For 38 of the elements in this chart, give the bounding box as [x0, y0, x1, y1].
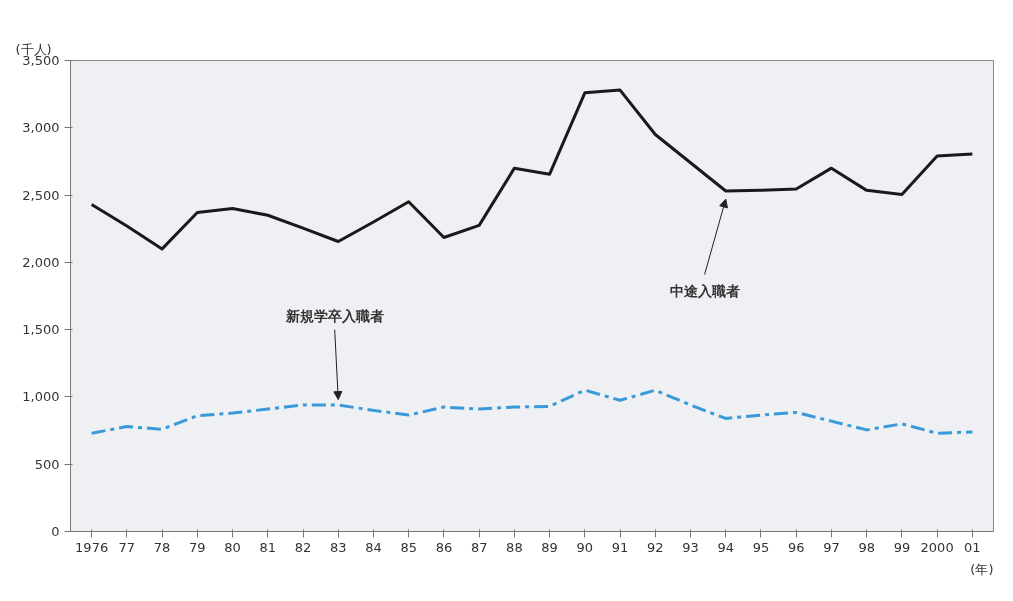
annotation: 新規学卒入職者 [284, 308, 384, 325]
x-tick-label: 81 [259, 539, 277, 555]
line-series [90, 88, 974, 251]
x-tick-label: 89 [541, 539, 558, 555]
y-tick-label: 1,500 [22, 322, 60, 338]
x-tick-label: 77 [118, 539, 136, 555]
x-tick-label: 88 [506, 539, 523, 555]
x-tick-label: 86 [435, 539, 453, 555]
y-tick-label: 1,000 [22, 389, 60, 405]
x-axis-title: (年) [970, 561, 994, 577]
x-tick-label: 78 [153, 539, 171, 555]
x-tick-label: 92 [647, 539, 664, 555]
x-tick-label: 82 [294, 539, 312, 555]
y-tick-label: 500 [34, 456, 60, 472]
x-tick-label: 79 [189, 539, 206, 555]
x-tick-label: 85 [400, 539, 417, 555]
x-tick-label: 97 [823, 539, 840, 555]
y-tick-label: 3,000 [22, 120, 60, 136]
x-tick-label: 96 [787, 539, 805, 555]
x-tick-label: 83 [329, 539, 347, 555]
y-tick-label: 2,000 [22, 254, 60, 270]
y-tick-label: 2,500 [22, 187, 60, 203]
x-tick-label: 01 [964, 539, 981, 555]
x-tick-label: 94 [717, 539, 735, 555]
x-tick-label: 95 [752, 539, 770, 555]
x-tick-label: 99 [893, 539, 911, 555]
line-series [90, 388, 974, 435]
x-tick-label: 91 [611, 539, 629, 555]
annotation: 中途入職者 [669, 282, 740, 299]
x-tick-label: 90 [576, 539, 594, 555]
x-tick-label: 84 [365, 539, 382, 555]
x-tick-label: 1976 [75, 539, 109, 555]
x-tick-label: 93 [682, 539, 699, 555]
y-tick-label: 0 [51, 524, 60, 539]
x-tick-label: 98 [858, 539, 875, 555]
x-tick-label: 80 [224, 539, 241, 555]
x-tick-label: 87 [470, 539, 488, 555]
x-tick-label: 2000 [920, 539, 954, 555]
